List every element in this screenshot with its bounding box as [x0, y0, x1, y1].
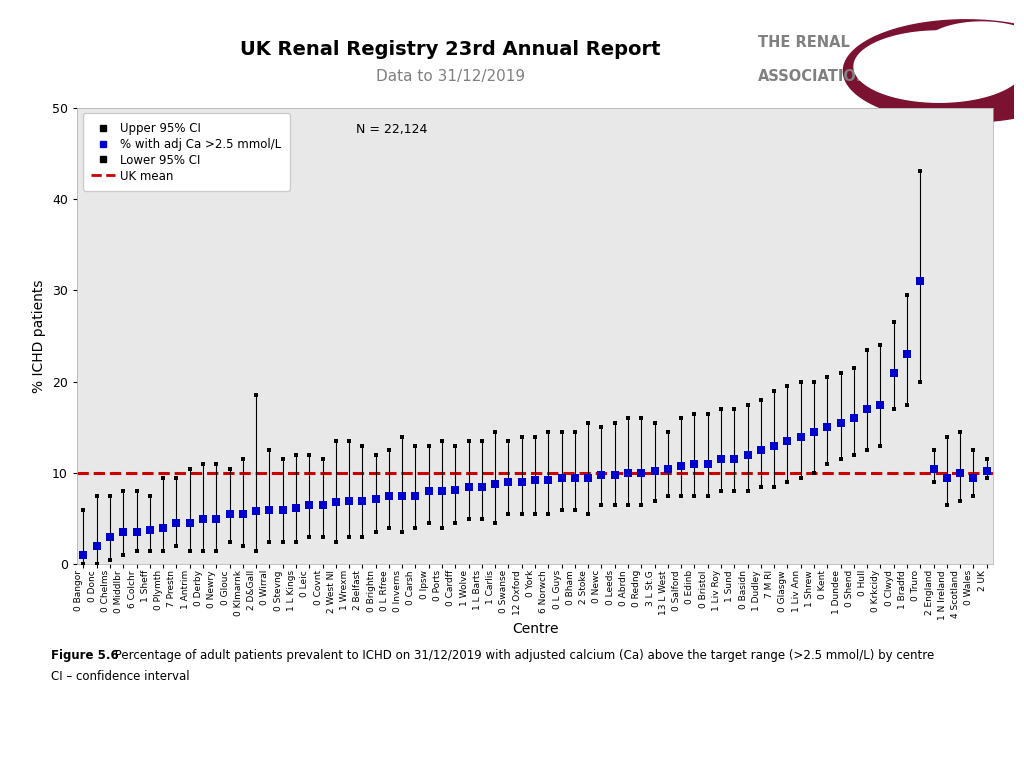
- Text: founded 1950: founded 1950: [758, 108, 840, 121]
- Text: THE RENAL: THE RENAL: [758, 35, 850, 51]
- Polygon shape: [844, 20, 1024, 122]
- Text: ASSOCIATION: ASSOCIATION: [758, 69, 869, 84]
- Text: N = 22,124: N = 22,124: [356, 123, 428, 136]
- Y-axis label: % ICHD patients: % ICHD patients: [32, 280, 46, 392]
- X-axis label: Centre: Centre: [512, 622, 558, 637]
- Polygon shape: [924, 22, 1024, 71]
- Polygon shape: [854, 31, 1024, 102]
- Text: CI – confidence interval: CI – confidence interval: [51, 670, 189, 684]
- Text: Figure 5.6: Figure 5.6: [51, 649, 119, 662]
- Legend: Upper 95% CI, % with adj Ca >2.5 mmol/L, Lower 95% CI, UK mean: Upper 95% CI, % with adj Ca >2.5 mmol/L,…: [83, 114, 290, 190]
- Text: Data to 31/12/2019: Data to 31/12/2019: [376, 69, 525, 84]
- Text: Percentage of adult patients prevalent to ICHD on 31/12/2019 with adjusted calci: Percentage of adult patients prevalent t…: [111, 649, 934, 662]
- Text: UK Renal Registry 23rd Annual Report: UK Renal Registry 23rd Annual Report: [241, 41, 660, 59]
